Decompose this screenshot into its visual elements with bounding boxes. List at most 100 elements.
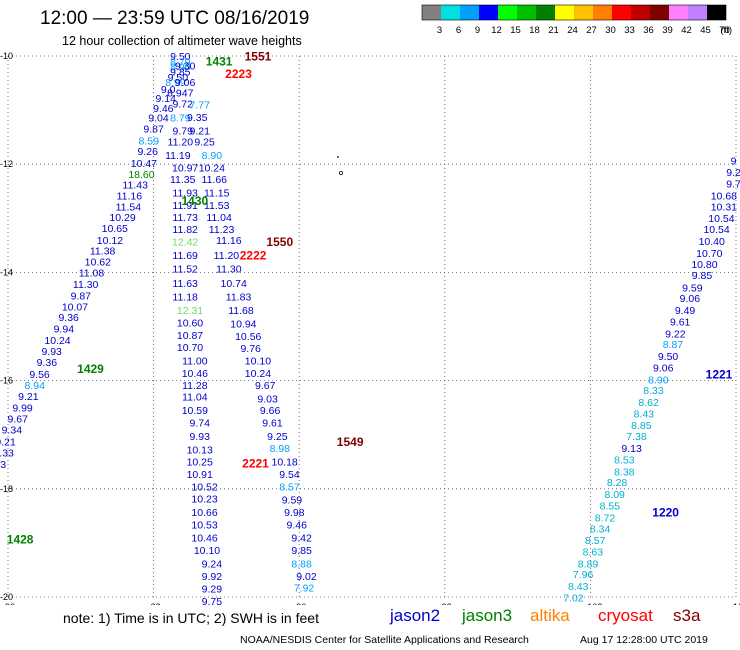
legend-swatch bbox=[422, 5, 441, 20]
generated-timestamp: Aug 17 12:28:00 UTC 2019 bbox=[580, 634, 708, 646]
wave-height-value: 9.03 bbox=[257, 393, 278, 405]
wave-height-value: 11.04 bbox=[182, 392, 208, 404]
wave-height-value: 9.67 bbox=[255, 380, 276, 392]
wave-height-value: 11.16 bbox=[117, 190, 143, 202]
wave-height-value: 10.47 bbox=[131, 158, 157, 170]
wave-height-value: 9.06 bbox=[653, 362, 674, 374]
wave-height-value: 8.90 bbox=[202, 150, 223, 162]
island-mark bbox=[337, 156, 339, 158]
wave-height-value: 11.68 bbox=[228, 305, 254, 317]
y-tick-label: -20 bbox=[0, 592, 13, 602]
wave-height-value: 8.62 bbox=[638, 397, 659, 409]
wave-height-value: 9.49 bbox=[675, 305, 696, 317]
wave-height-value: 9.98 bbox=[284, 507, 305, 519]
wave-height-value: 10.52 bbox=[191, 481, 217, 493]
wave-height-value: 9.14 bbox=[156, 93, 177, 105]
wave-height-value: 11.19 bbox=[165, 150, 191, 162]
x-tick-label: 96 bbox=[296, 602, 306, 605]
wave-height-value: 9.26 bbox=[138, 146, 159, 158]
wave-height-value: 7.77 bbox=[189, 100, 210, 112]
wave-height-value: 9.50 bbox=[170, 51, 191, 63]
wave-height-value: 11.53 bbox=[204, 200, 230, 212]
wave-height-value: 7.02 bbox=[563, 592, 584, 604]
wave-height-value: 11.43 bbox=[122, 180, 148, 192]
wave-height-value: 11.23 bbox=[209, 224, 235, 236]
wave-height-value: 10.94 bbox=[230, 319, 256, 331]
wave-height-value: 9.46 bbox=[153, 103, 174, 115]
wave-height-value: 8.79 bbox=[170, 56, 191, 68]
wave-height-value: 11.91 bbox=[172, 200, 198, 212]
wave-height-value: 8.27 bbox=[558, 604, 579, 605]
pass-time-label: 1549 bbox=[337, 435, 364, 449]
legend-swatch bbox=[650, 5, 669, 20]
wave-height-value: 11.66 bbox=[202, 174, 228, 186]
wave-height-value: 8.33 bbox=[643, 385, 664, 397]
wave-height-value: 10.60 bbox=[177, 318, 203, 330]
wave-height-value: 8.72 bbox=[595, 512, 616, 524]
legend-label: 24 bbox=[567, 25, 578, 36]
wave-height-value: 9.93 bbox=[41, 346, 62, 358]
wave-height-value: 10.97 bbox=[172, 162, 198, 174]
wave-height-value: 9.0 bbox=[161, 84, 176, 96]
wave-height-value: 11.83 bbox=[226, 292, 252, 304]
wave-height-value: 10.31 bbox=[711, 201, 737, 213]
satellite-legend-cryosat: cryosat bbox=[598, 606, 653, 625]
wave-height-value: 11.52 bbox=[172, 263, 198, 275]
wave-height-value: 10.18 bbox=[271, 457, 297, 469]
wave-height-value: 18.60 bbox=[128, 169, 154, 181]
wave-height-value: 9.35 bbox=[187, 112, 208, 124]
wave-height-value: 8.38 bbox=[614, 466, 635, 478]
wave-height-value: 10.10 bbox=[245, 355, 271, 367]
wave-height-value: 9.59 bbox=[682, 282, 703, 294]
legend-swatch bbox=[707, 5, 726, 20]
legend-swatch bbox=[669, 5, 688, 20]
x-tick-label: 99 bbox=[442, 602, 452, 605]
satellite-legend-jason2: jason2 bbox=[390, 606, 441, 625]
wave-height-value: 8.57 bbox=[585, 535, 606, 547]
wave-height-value: 9.50 bbox=[658, 351, 679, 363]
wave-height-value: 10.29 bbox=[109, 212, 135, 224]
x-tick-label: 102 bbox=[587, 602, 602, 605]
wave-height-value: 11.30 bbox=[216, 263, 242, 275]
page-subtitle: 12 hour collection of altimeter wave hei… bbox=[62, 34, 302, 48]
legend-label: 15 bbox=[510, 25, 521, 36]
x-tick-label: 93 bbox=[151, 602, 161, 605]
wave-height-value: 8.99 bbox=[165, 77, 186, 89]
x-tick-label: 90 bbox=[5, 602, 15, 605]
wave-height-value: 9.72 bbox=[173, 98, 194, 110]
wave-height-value: 9.85 bbox=[170, 67, 191, 79]
wave-height-value: 10.53 bbox=[191, 519, 217, 531]
wave-height-value: 11.93 bbox=[172, 188, 198, 200]
legend-label: 42 bbox=[681, 25, 692, 36]
legend-label: 12 bbox=[491, 25, 502, 36]
wave-height-value: 10.23 bbox=[191, 493, 217, 505]
wave-height-value: 10.24 bbox=[245, 368, 271, 380]
wave-height-value: 9.21 bbox=[0, 437, 16, 449]
wave-height-value: 11.20 bbox=[214, 250, 240, 262]
legend-swatch bbox=[593, 5, 612, 20]
wave-height-value: 10.70 bbox=[696, 248, 722, 260]
wave-height-value: 10.74 bbox=[221, 278, 247, 290]
wave-height-value: 8.57 bbox=[279, 481, 300, 493]
wave-height-value: 7.92 bbox=[294, 583, 315, 595]
wave-height-value: 9.04 bbox=[148, 113, 169, 125]
wave-height-value: 11.28 bbox=[182, 380, 208, 392]
legend-label: 18 bbox=[529, 25, 540, 36]
wave-height-value: 10.87 bbox=[177, 330, 203, 342]
wave-height-value: 9.92 bbox=[202, 571, 223, 583]
wave-height-value: 9.99 bbox=[12, 403, 33, 415]
wave-height-value: 9.06 bbox=[175, 77, 196, 89]
legend-swatch bbox=[631, 5, 650, 20]
wave-height-value: 12.42 bbox=[172, 236, 198, 248]
satellite-legend-altika: altika bbox=[530, 606, 570, 625]
wave-height-value: 11.73 bbox=[172, 212, 198, 224]
wave-height-value: 9.87 bbox=[143, 123, 164, 135]
wave-height-value: 8.43 bbox=[634, 408, 655, 420]
wave-height-value: 10.66 bbox=[191, 507, 217, 519]
wave-height-value: 9.46 bbox=[287, 519, 308, 531]
legend-label: 6 bbox=[456, 25, 461, 36]
wave-height-value: 10.68 bbox=[711, 190, 737, 202]
wave-height-value: 10.59 bbox=[182, 405, 208, 417]
y-tick-label: -16 bbox=[0, 376, 13, 386]
legend-swatch bbox=[688, 5, 707, 20]
